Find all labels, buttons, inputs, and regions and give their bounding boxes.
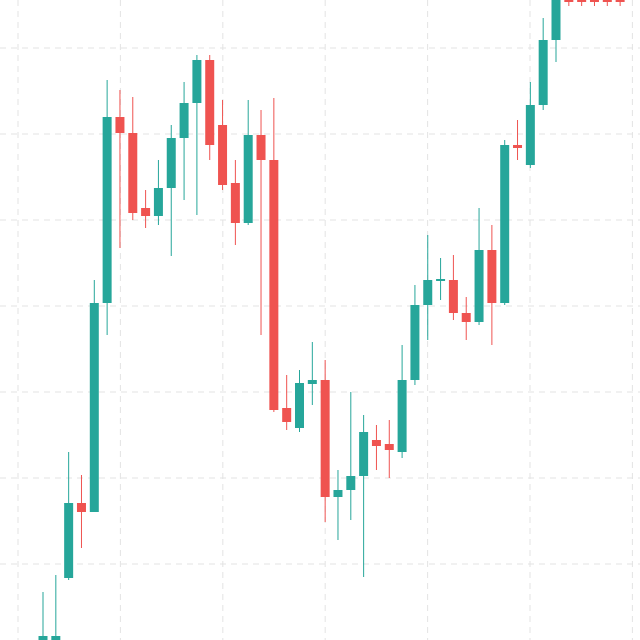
candle-body [51, 636, 61, 640]
candle-body [205, 60, 215, 145]
candle-body [230, 183, 240, 223]
candle-body [551, 0, 561, 40]
candle-body [102, 117, 112, 303]
candle-body [525, 105, 535, 165]
candle-body [333, 490, 343, 497]
candle-body [307, 380, 317, 384]
candle-body [577, 0, 587, 2]
candle-body [423, 280, 433, 305]
candle-body [461, 313, 471, 322]
candle-body [115, 117, 125, 133]
candle-body [269, 160, 279, 410]
candle-body [64, 503, 74, 578]
candle-body [436, 279, 446, 281]
candle-body [295, 383, 304, 428]
candle-body [487, 250, 497, 303]
candle-body [410, 305, 420, 380]
candle-body [384, 444, 394, 450]
candle-body [76, 503, 86, 512]
candle-body [128, 133, 138, 213]
candle-body [179, 103, 189, 138]
candle-body [448, 280, 458, 313]
candle-body [89, 303, 99, 512]
candle-body [282, 408, 292, 422]
candle-body [320, 380, 330, 497]
candle-body [615, 0, 625, 2]
candle-body [538, 40, 548, 105]
candle-body [153, 188, 163, 216]
candle-body [564, 0, 574, 2]
candle-body [38, 636, 48, 640]
candle-body [513, 145, 523, 148]
candle-body [346, 476, 356, 490]
candle-body [602, 0, 612, 2]
candles [38, 0, 625, 640]
candle-body [218, 125, 228, 185]
candle-body [371, 440, 381, 446]
candle-body [397, 380, 407, 452]
candle-body [243, 135, 253, 223]
candle-body [141, 208, 151, 216]
candle-body [500, 145, 510, 303]
candle-body [256, 135, 266, 160]
candle-body [359, 432, 369, 476]
candle-body [474, 250, 484, 322]
candle-body [589, 0, 599, 2]
candle-body [192, 60, 202, 103]
candle-body [166, 138, 176, 188]
